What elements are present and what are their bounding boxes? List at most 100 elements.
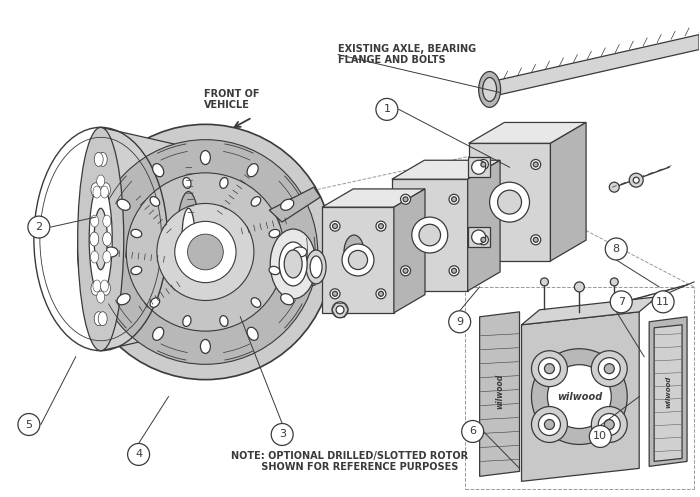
Ellipse shape	[131, 266, 142, 275]
Ellipse shape	[220, 177, 228, 188]
Text: 10: 10	[594, 431, 608, 441]
Polygon shape	[316, 243, 354, 277]
Circle shape	[592, 407, 627, 442]
Polygon shape	[522, 312, 639, 482]
Circle shape	[336, 306, 344, 314]
Text: 6: 6	[469, 426, 476, 436]
Ellipse shape	[177, 191, 200, 286]
Circle shape	[188, 234, 223, 270]
Ellipse shape	[284, 250, 302, 278]
Ellipse shape	[153, 327, 164, 340]
Ellipse shape	[310, 256, 322, 278]
Circle shape	[452, 197, 456, 202]
Polygon shape	[550, 122, 586, 261]
Circle shape	[332, 224, 337, 229]
Circle shape	[127, 443, 150, 465]
Polygon shape	[468, 160, 500, 291]
Text: 8: 8	[612, 244, 620, 254]
Ellipse shape	[102, 183, 111, 197]
Circle shape	[403, 197, 408, 202]
Circle shape	[481, 162, 486, 167]
Ellipse shape	[97, 175, 105, 187]
Text: wilwood: wilwood	[495, 374, 504, 409]
Ellipse shape	[247, 164, 258, 177]
Text: 7: 7	[617, 297, 625, 307]
Polygon shape	[469, 143, 550, 261]
Circle shape	[489, 182, 529, 222]
Circle shape	[610, 291, 632, 313]
Circle shape	[400, 266, 410, 276]
Circle shape	[538, 358, 561, 380]
Ellipse shape	[93, 280, 101, 292]
Circle shape	[349, 250, 368, 269]
Circle shape	[412, 217, 448, 253]
Ellipse shape	[281, 199, 294, 210]
Circle shape	[592, 351, 627, 387]
Circle shape	[78, 124, 333, 380]
Ellipse shape	[269, 266, 280, 275]
Ellipse shape	[344, 235, 364, 269]
Text: 3: 3	[279, 429, 286, 439]
Ellipse shape	[101, 186, 108, 198]
Polygon shape	[468, 227, 489, 247]
Text: 1: 1	[384, 104, 391, 114]
Ellipse shape	[97, 291, 105, 303]
Ellipse shape	[94, 153, 103, 166]
Text: 4: 4	[135, 449, 142, 459]
Ellipse shape	[251, 197, 260, 206]
Ellipse shape	[102, 281, 111, 295]
Ellipse shape	[281, 294, 294, 305]
Polygon shape	[270, 229, 315, 302]
Circle shape	[598, 414, 620, 435]
Ellipse shape	[103, 251, 111, 263]
Ellipse shape	[90, 232, 99, 246]
Circle shape	[332, 302, 348, 318]
Circle shape	[531, 349, 627, 444]
Ellipse shape	[104, 247, 118, 257]
Circle shape	[652, 291, 674, 313]
Ellipse shape	[93, 186, 101, 198]
Circle shape	[330, 221, 340, 231]
Polygon shape	[392, 179, 468, 291]
Ellipse shape	[91, 183, 100, 197]
Circle shape	[533, 162, 538, 167]
Polygon shape	[654, 325, 682, 461]
Circle shape	[531, 351, 568, 387]
Ellipse shape	[117, 199, 130, 210]
Ellipse shape	[90, 215, 99, 227]
Circle shape	[175, 221, 236, 283]
Text: wilwood: wilwood	[556, 392, 602, 402]
Ellipse shape	[220, 316, 228, 327]
Circle shape	[449, 266, 459, 276]
Circle shape	[481, 237, 486, 242]
Circle shape	[379, 224, 384, 229]
Text: 2: 2	[35, 222, 43, 232]
Circle shape	[376, 289, 386, 299]
Ellipse shape	[183, 177, 191, 188]
Ellipse shape	[94, 312, 103, 326]
Polygon shape	[469, 122, 586, 143]
Circle shape	[609, 182, 620, 192]
Ellipse shape	[200, 151, 211, 165]
Circle shape	[342, 244, 374, 276]
Circle shape	[18, 414, 40, 435]
Ellipse shape	[103, 215, 111, 227]
Circle shape	[604, 419, 615, 429]
Circle shape	[379, 291, 384, 296]
Circle shape	[589, 425, 611, 447]
Circle shape	[472, 160, 486, 174]
Circle shape	[606, 238, 627, 260]
Ellipse shape	[247, 327, 258, 340]
Circle shape	[449, 194, 459, 204]
Text: 5: 5	[25, 419, 32, 429]
Circle shape	[452, 268, 456, 273]
Circle shape	[531, 235, 540, 245]
Ellipse shape	[89, 183, 112, 295]
Circle shape	[620, 297, 629, 307]
Circle shape	[126, 173, 284, 331]
Circle shape	[540, 278, 548, 286]
Ellipse shape	[150, 197, 160, 206]
Ellipse shape	[279, 242, 307, 286]
Circle shape	[28, 216, 50, 238]
Text: wilwood: wilwood	[665, 375, 671, 408]
